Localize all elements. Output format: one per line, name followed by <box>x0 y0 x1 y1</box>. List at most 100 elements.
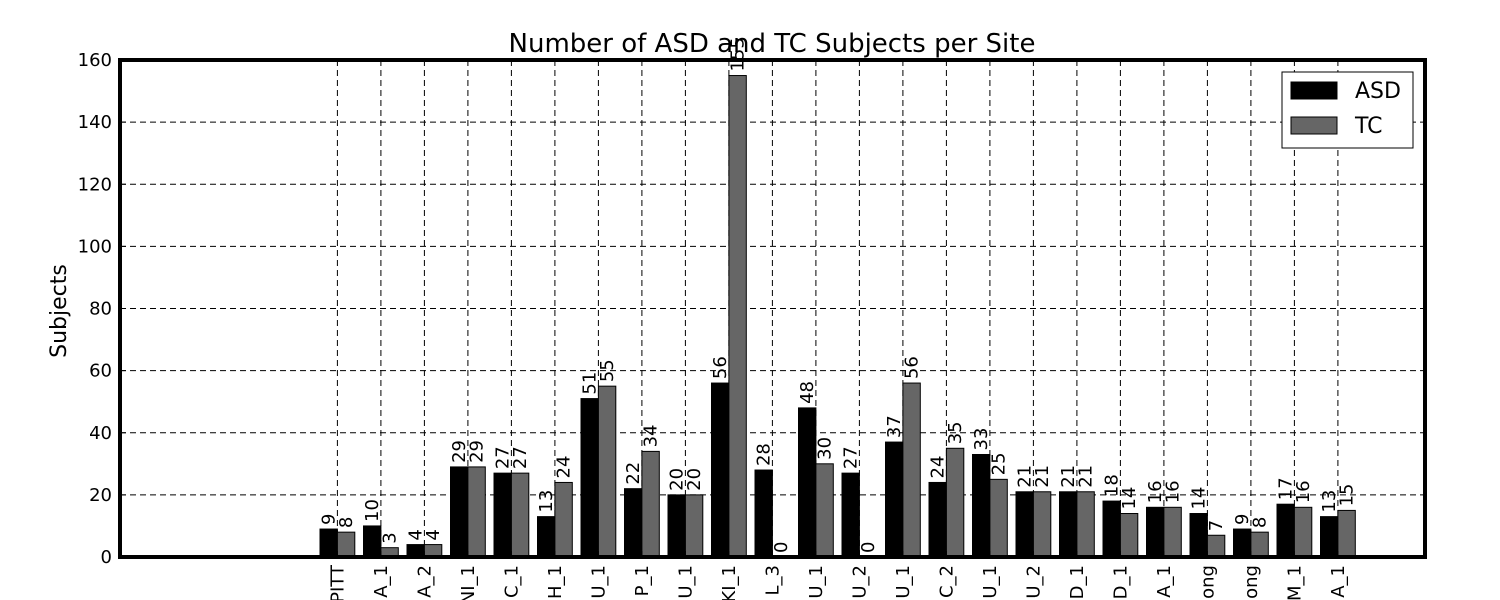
data-label: 13 <box>536 490 557 513</box>
bar-tc <box>510 472 530 558</box>
bar-tc <box>1206 534 1226 558</box>
data-label: 33 <box>971 428 992 451</box>
data-label: 24 <box>928 456 949 479</box>
bar-tc <box>1293 506 1313 558</box>
bar-tc <box>1163 506 1182 558</box>
y-tick-label: 80 <box>89 299 112 320</box>
x-tick-label: A_2 <box>414 565 435 598</box>
data-label: 20 <box>684 468 705 491</box>
data-label: 16 <box>1145 480 1166 503</box>
bar-asd <box>319 528 338 558</box>
data-label: 14 <box>1189 487 1210 510</box>
data-label: 28 <box>754 443 775 466</box>
data-label: 0 <box>771 542 792 553</box>
y-axis-label: Subjects <box>47 264 72 358</box>
y-tick-label: 0 <box>101 547 112 568</box>
data-label: 14 <box>1119 487 1140 510</box>
x-tick-label: D_1 <box>1067 565 1088 599</box>
data-label: 21 <box>1032 465 1053 488</box>
bar-asd <box>754 469 773 558</box>
data-label: 22 <box>623 462 644 485</box>
bar-tc <box>597 385 617 558</box>
data-label: 17 <box>1276 477 1297 500</box>
bar-asd <box>1146 506 1165 558</box>
data-label: 13 <box>1319 490 1340 513</box>
x-tick-label: A_1 <box>371 565 392 598</box>
bar-tc <box>1250 531 1269 558</box>
data-label: 9 <box>319 514 340 525</box>
data-label: 34 <box>641 424 662 447</box>
bars <box>319 75 1356 558</box>
data-label: 37 <box>884 415 905 438</box>
data-label: 29 <box>467 440 488 463</box>
data-label: 25 <box>989 452 1010 475</box>
bar-tc <box>336 531 356 558</box>
bar-tc <box>1032 491 1052 558</box>
x-tick-label: M_1 <box>1284 565 1305 600</box>
data-label: 16 <box>1293 480 1314 503</box>
data-label: 8 <box>336 517 357 528</box>
bar-tc <box>945 447 965 558</box>
data-label: 0 <box>858 542 879 553</box>
data-label: 27 <box>841 446 862 469</box>
chart-title: Number of ASD and TC Subjects per Site <box>509 29 1036 59</box>
bar-asd <box>798 407 817 558</box>
x-tick-label: U_1 <box>806 565 827 599</box>
x-tick-label: H_1 <box>545 565 566 599</box>
data-label: 21 <box>1058 465 1079 488</box>
data-label: 48 <box>797 381 818 404</box>
bar-asd <box>841 472 860 558</box>
bar-tc <box>641 450 660 558</box>
bar-asd <box>580 398 599 558</box>
data-label: 8 <box>1250 517 1271 528</box>
legend: ASD TC <box>1281 71 1414 149</box>
bar-asd <box>1059 491 1078 558</box>
legend-swatch-tc <box>1290 116 1338 135</box>
legend-swatch-asd <box>1290 81 1338 100</box>
y-tick-label: 40 <box>89 423 112 444</box>
data-label: 30 <box>815 437 836 460</box>
data-label: 35 <box>945 421 966 444</box>
data-label: 4 <box>406 529 427 540</box>
x-tick-label: U_1 <box>588 565 609 599</box>
y-tick-label: 140 <box>78 112 112 133</box>
bar-asd <box>1189 513 1208 558</box>
data-label: 20 <box>667 468 688 491</box>
bar-asd <box>537 516 556 558</box>
x-tick-label: P_1 <box>632 565 653 596</box>
bar-tc <box>728 75 747 558</box>
y-tick-label: 20 <box>89 485 112 506</box>
data-label: 16 <box>1163 480 1184 503</box>
x-tick-label: ong <box>1241 565 1262 599</box>
bar-asd <box>928 481 947 558</box>
x-tick-label: U_1 <box>893 565 914 599</box>
data-label: 7 <box>1206 520 1227 531</box>
bar-asd <box>493 472 512 558</box>
bar-tc <box>989 478 1008 558</box>
data-label: 18 <box>1102 474 1123 497</box>
x-tick-label: NI_1 <box>458 565 479 600</box>
bar-asd <box>1320 516 1339 558</box>
bar-tc <box>1076 491 1095 558</box>
data-label: 56 <box>710 356 731 379</box>
x-tick-label: U_1 <box>675 565 696 599</box>
data-label: 4 <box>423 529 444 540</box>
bar-asd <box>1015 491 1034 558</box>
data-label: 24 <box>554 456 575 479</box>
x-tick-label: A_1 <box>1154 565 1175 598</box>
data-label: 21 <box>1015 465 1036 488</box>
bar-asd <box>667 494 686 558</box>
bar-tc <box>684 494 704 558</box>
x-tick-label: C_1 <box>501 565 522 598</box>
y-tick-label: 120 <box>78 174 112 195</box>
bar-tc <box>815 463 834 558</box>
data-label: 10 <box>362 499 383 522</box>
data-label: 27 <box>510 446 531 469</box>
bar-asd <box>1276 503 1295 558</box>
x-tick-label: KI_1 <box>719 565 740 600</box>
x-tick-label: ong <box>1197 565 1218 599</box>
data-label: 29 <box>449 440 470 463</box>
